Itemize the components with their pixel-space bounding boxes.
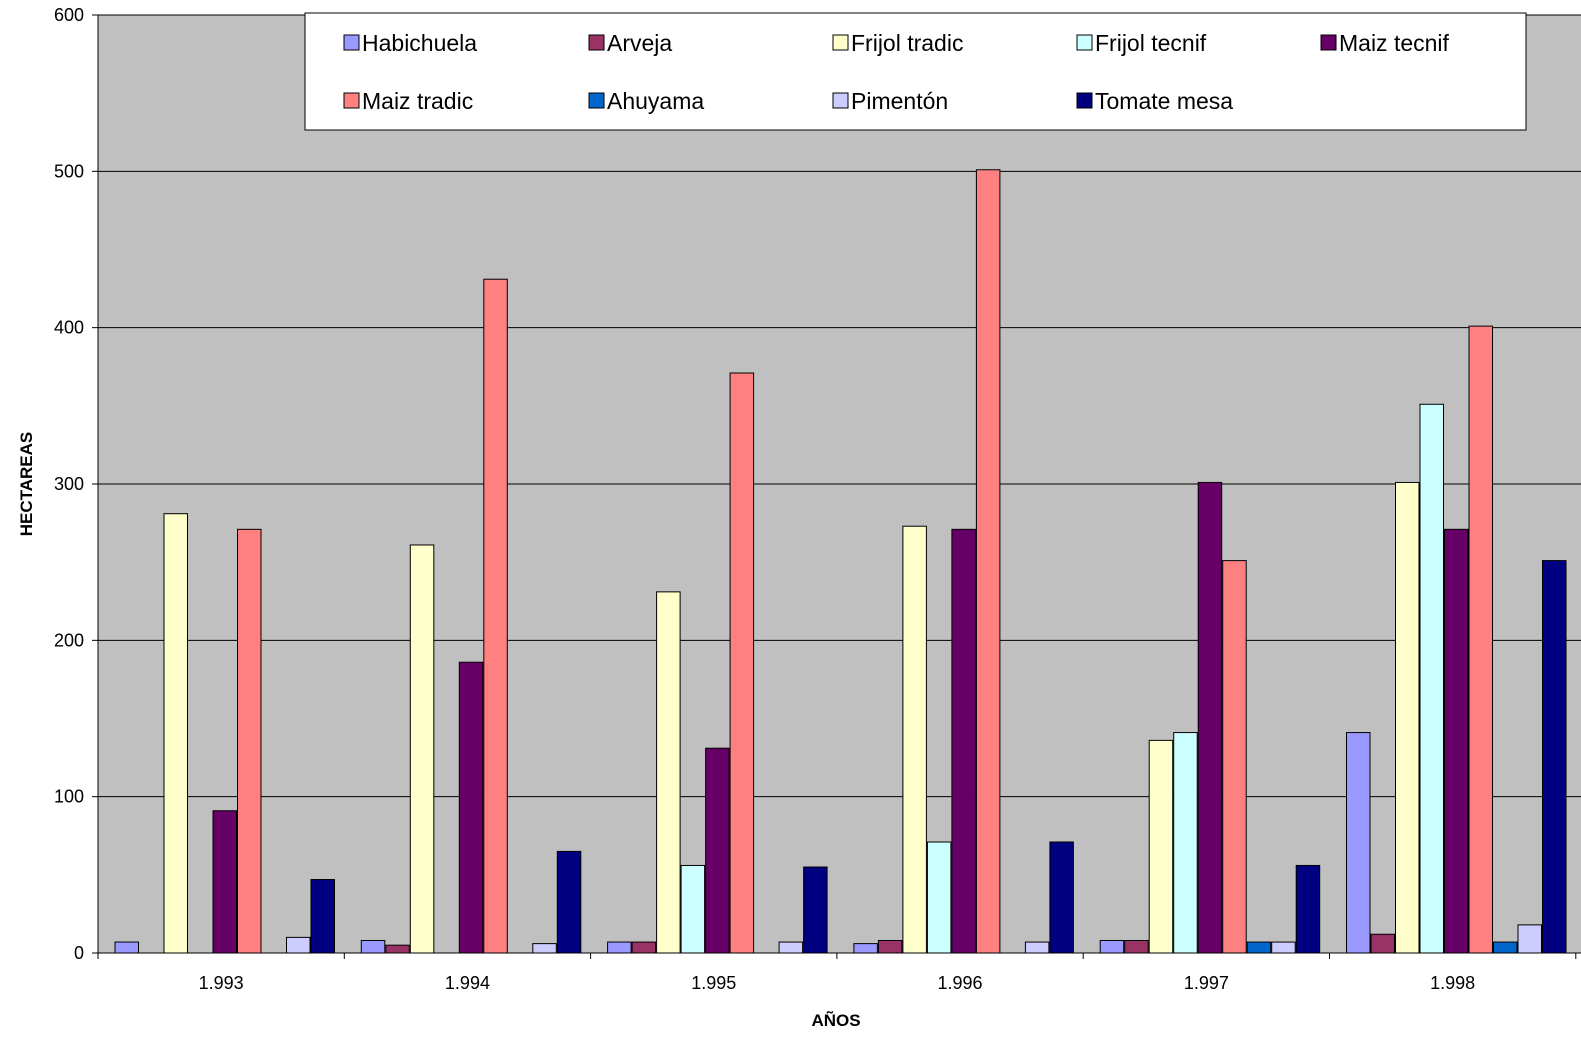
- x-tick-label: 1.993: [199, 973, 244, 993]
- legend-label: Frijol tradic: [851, 30, 963, 56]
- bar: [483, 278, 508, 954]
- bar: [705, 747, 730, 954]
- x-tick-label: 1.997: [1184, 973, 1229, 993]
- legend-swatch: [832, 92, 849, 109]
- bar: [458, 661, 484, 954]
- bar: [803, 866, 828, 954]
- bar: [1493, 941, 1518, 954]
- bar: [975, 169, 1001, 954]
- bar: [951, 528, 976, 954]
- bar: [877, 939, 903, 954]
- legend-label: Frijol tecnif: [1095, 30, 1207, 56]
- bar: [212, 810, 237, 954]
- bar: [656, 591, 681, 954]
- bar: [163, 513, 188, 954]
- bar: [680, 864, 706, 954]
- bar: [1444, 528, 1469, 954]
- bar: [778, 941, 804, 954]
- bar: [385, 944, 410, 954]
- x-tick-label: 1.998: [1430, 973, 1475, 993]
- bar: [556, 850, 582, 954]
- x-tick-label: 1.996: [938, 973, 983, 993]
- bar: [1246, 941, 1272, 954]
- legend-label: Arveja: [607, 30, 672, 56]
- legend-label: Pimentón: [851, 88, 948, 114]
- bar: [1271, 941, 1296, 954]
- legend-label: Maiz tradic: [362, 88, 473, 114]
- bar: [1542, 560, 1567, 954]
- y-tick-label: 500: [54, 161, 84, 181]
- x-tick-label: 1.995: [691, 973, 736, 993]
- bar: [310, 879, 335, 954]
- legend-label: Tomate mesa: [1095, 88, 1233, 114]
- bar: [631, 941, 657, 954]
- bar: [1517, 924, 1542, 954]
- bar: [1395, 481, 1420, 954]
- y-tick-label: 300: [54, 474, 84, 494]
- legend-label: Habichuela: [362, 30, 477, 56]
- bar: [607, 941, 632, 954]
- bar: [286, 936, 311, 954]
- bars: [114, 169, 1567, 954]
- bar: [1468, 325, 1493, 954]
- bar: [532, 943, 557, 954]
- bar: [902, 525, 927, 954]
- legend-swatch: [1320, 34, 1337, 51]
- bar: [1295, 864, 1321, 954]
- legend: Habichuela Arveja Frijol tradic Frijol tecn…: [304, 12, 1527, 131]
- bar: [360, 939, 386, 954]
- y-axis-title: HECTAREAS: [17, 432, 36, 537]
- y-tick-label: 200: [54, 630, 84, 650]
- bar: [1370, 933, 1395, 954]
- y-tick-label: 0: [74, 943, 84, 963]
- bar: [926, 841, 952, 954]
- x-tick-label: 1.994: [445, 973, 490, 993]
- y-tick-labels: 0 100 200 300 400 500 600: [54, 5, 84, 963]
- axes: [92, 14, 1581, 959]
- bar: [409, 544, 435, 954]
- bar: [1099, 939, 1125, 954]
- y-tick-label: 400: [54, 318, 84, 338]
- legend-swatch: [832, 34, 849, 51]
- bar: [237, 528, 262, 954]
- bar: [1049, 841, 1074, 954]
- bar: [1124, 939, 1149, 954]
- legend-swatch: [1076, 92, 1093, 109]
- bar: [1148, 739, 1174, 954]
- y-tick-label: 100: [54, 787, 84, 807]
- bar: [853, 943, 878, 954]
- legend-swatch: [1076, 34, 1093, 51]
- bar: [1346, 732, 1371, 954]
- bar: [1222, 560, 1247, 954]
- legend-swatch: [343, 92, 360, 109]
- bar: [1197, 481, 1223, 954]
- bar: [1419, 403, 1444, 954]
- x-tick-labels: 1.993 1.994 1.995 1.996 1.997 1.998: [199, 973, 1476, 993]
- bar: [114, 941, 139, 954]
- bar: [1173, 732, 1198, 954]
- legend-swatch: [588, 92, 605, 109]
- y-tick-label: 600: [54, 5, 84, 25]
- legend-swatch: [588, 34, 605, 51]
- legend-label: Maiz tecnif: [1339, 30, 1450, 56]
- x-axis-title: AÑOS: [811, 1010, 860, 1030]
- bar: [1024, 941, 1050, 954]
- legend-swatch: [343, 34, 360, 51]
- legend-box: [304, 12, 1527, 131]
- legend-label: Ahuyama: [607, 88, 704, 114]
- bar: [729, 372, 755, 954]
